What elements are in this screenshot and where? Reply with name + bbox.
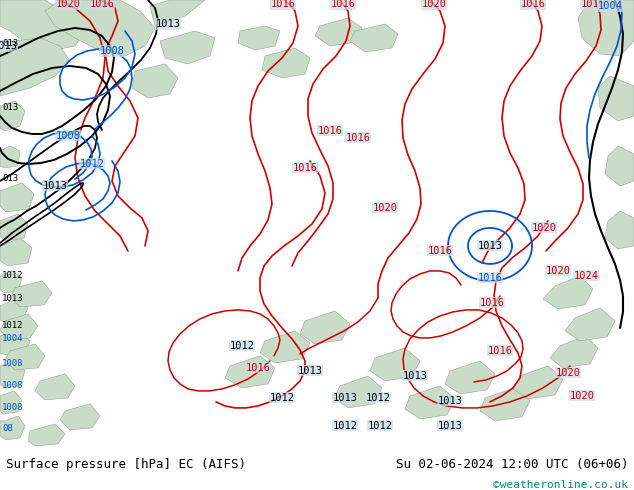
Text: 1016: 1016 [245,363,271,373]
Polygon shape [0,214,28,241]
Text: 1020: 1020 [56,0,81,9]
Text: 1016: 1016 [427,246,453,256]
Polygon shape [370,348,420,381]
Polygon shape [238,26,280,50]
Text: 1013: 1013 [437,421,462,431]
Polygon shape [5,344,45,370]
Text: 1016: 1016 [488,346,512,356]
Text: ©weatheronline.co.uk: ©weatheronline.co.uk [493,480,628,490]
Text: 1016: 1016 [330,0,356,9]
Polygon shape [405,386,455,419]
Polygon shape [513,366,563,399]
Polygon shape [0,238,32,266]
Text: 1016: 1016 [479,298,505,308]
Text: 1004: 1004 [2,334,23,343]
Polygon shape [150,0,205,26]
Polygon shape [0,146,20,168]
Polygon shape [0,314,38,340]
Text: 1012: 1012 [332,421,358,431]
Polygon shape [550,336,598,368]
Text: 1016: 1016 [521,0,545,9]
Polygon shape [350,24,398,52]
Text: 1020: 1020 [555,368,581,378]
Polygon shape [334,376,382,408]
Polygon shape [45,0,155,56]
Text: 1008: 1008 [100,46,124,56]
Polygon shape [160,31,215,64]
Text: 1020: 1020 [569,391,595,401]
Text: 1008: 1008 [2,403,23,412]
Text: 1008: 1008 [2,381,23,390]
Polygon shape [0,391,22,414]
Text: 1013: 1013 [297,366,323,376]
Polygon shape [0,298,28,324]
Text: 1016: 1016 [477,273,503,283]
Polygon shape [300,311,350,344]
Polygon shape [565,308,615,341]
Text: 1012: 1012 [230,341,254,351]
Text: 1008: 1008 [2,359,23,368]
Text: 1013: 1013 [332,393,358,403]
Text: 1016: 1016 [346,133,370,143]
Text: Su 02-06-2024 12:00 UTC (06+06): Su 02-06-2024 12:00 UTC (06+06) [396,458,628,471]
Polygon shape [605,146,634,186]
Polygon shape [578,0,634,56]
Text: 1016: 1016 [581,0,605,9]
Polygon shape [0,38,70,96]
Polygon shape [0,271,22,293]
Polygon shape [260,331,310,363]
Text: 1012: 1012 [79,159,105,169]
Polygon shape [445,361,495,394]
Text: 013: 013 [2,39,18,48]
Polygon shape [0,361,25,388]
Polygon shape [315,18,362,46]
Text: 1013: 1013 [155,19,181,29]
Text: 1012: 1012 [368,421,392,431]
Text: 1013: 1013 [403,371,427,381]
Text: 1012: 1012 [269,393,295,403]
Text: 1013: 1013 [0,41,18,51]
Text: 1012: 1012 [2,271,23,280]
Text: 1016: 1016 [292,163,318,173]
Polygon shape [0,183,34,212]
Text: 1020: 1020 [545,266,571,276]
Polygon shape [60,404,100,430]
Text: 013: 013 [2,103,18,112]
Text: Surface pressure [hPa] EC (AIFS): Surface pressure [hPa] EC (AIFS) [6,458,246,471]
Polygon shape [605,211,634,249]
Text: 1008: 1008 [56,131,81,141]
Polygon shape [0,0,85,51]
Text: 1020: 1020 [373,203,398,213]
Text: 1016: 1016 [271,0,295,9]
Polygon shape [480,388,530,421]
Polygon shape [10,281,52,307]
Polygon shape [28,424,65,446]
Text: 1020: 1020 [531,223,557,233]
Text: 08: 08 [2,424,13,433]
Text: 1020: 1020 [422,0,446,9]
Text: 1013: 1013 [42,181,67,191]
Text: 1004: 1004 [597,1,623,11]
Polygon shape [598,76,634,121]
Text: 1013: 1013 [477,241,503,251]
Text: 1012: 1012 [365,393,391,403]
Polygon shape [0,101,25,131]
Polygon shape [132,64,178,98]
Text: 013: 013 [2,174,18,183]
Text: 1016: 1016 [318,126,342,136]
Polygon shape [0,416,25,440]
Text: 1012: 1012 [2,321,23,330]
Polygon shape [35,374,75,400]
Text: 1016: 1016 [89,0,115,9]
Text: 1024: 1024 [574,271,598,281]
Polygon shape [543,276,593,309]
Polygon shape [262,48,310,78]
Polygon shape [0,331,30,356]
Polygon shape [225,356,275,388]
Text: 1013: 1013 [2,294,23,303]
Text: 1013: 1013 [437,396,462,406]
